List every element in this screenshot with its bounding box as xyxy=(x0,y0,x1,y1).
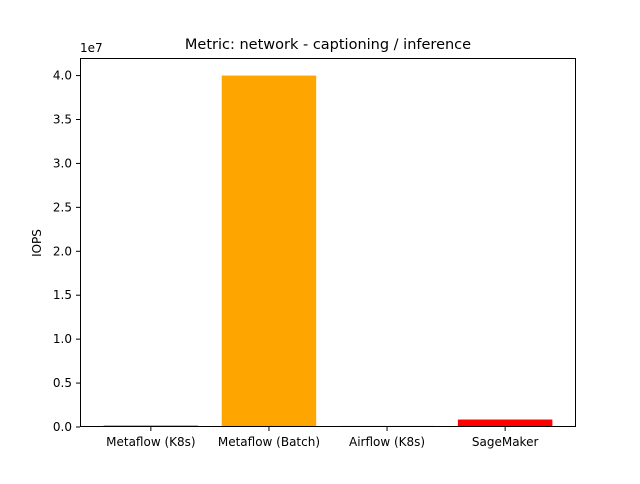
x-tick-label: Metaflow (K8s) xyxy=(106,435,195,449)
x-tick-label: Airflow (K8s) xyxy=(349,435,425,449)
y-ticks-group: 0.0 0.5 1.0 1.5 2.0 2.5 3.0 3.5 4.0 xyxy=(53,69,80,434)
plot-area-frame xyxy=(80,58,576,427)
x-ticks-group: Metaflow (K8s) Metaflow (Batch) Airflow (K… xyxy=(106,427,538,449)
y-axis-label: IOPS xyxy=(30,229,44,257)
y-tick-label: 3.5 xyxy=(53,113,72,127)
bar-metaflow-batch xyxy=(221,75,317,428)
y-tick-label: 1.0 xyxy=(53,332,72,346)
y-tick-label: 1.5 xyxy=(53,288,72,302)
y-tick-label: 2.0 xyxy=(53,244,72,258)
bars-group xyxy=(103,75,553,428)
y-tick-label: 3.0 xyxy=(53,156,72,170)
y-tick-label: 0.0 xyxy=(53,420,72,434)
y-axis-offset-label: 1e7 xyxy=(80,41,103,55)
x-tick-label: SageMaker xyxy=(472,435,539,449)
chart-title: Metric: network - captioning / inference xyxy=(185,37,471,53)
y-tick-label: 0.5 xyxy=(53,376,72,390)
x-tick-label: Metaflow (Batch) xyxy=(218,435,320,449)
y-tick-label: 2.5 xyxy=(53,200,72,214)
bar-sagemaker xyxy=(457,419,553,427)
y-tick-label: 4.0 xyxy=(53,69,72,83)
